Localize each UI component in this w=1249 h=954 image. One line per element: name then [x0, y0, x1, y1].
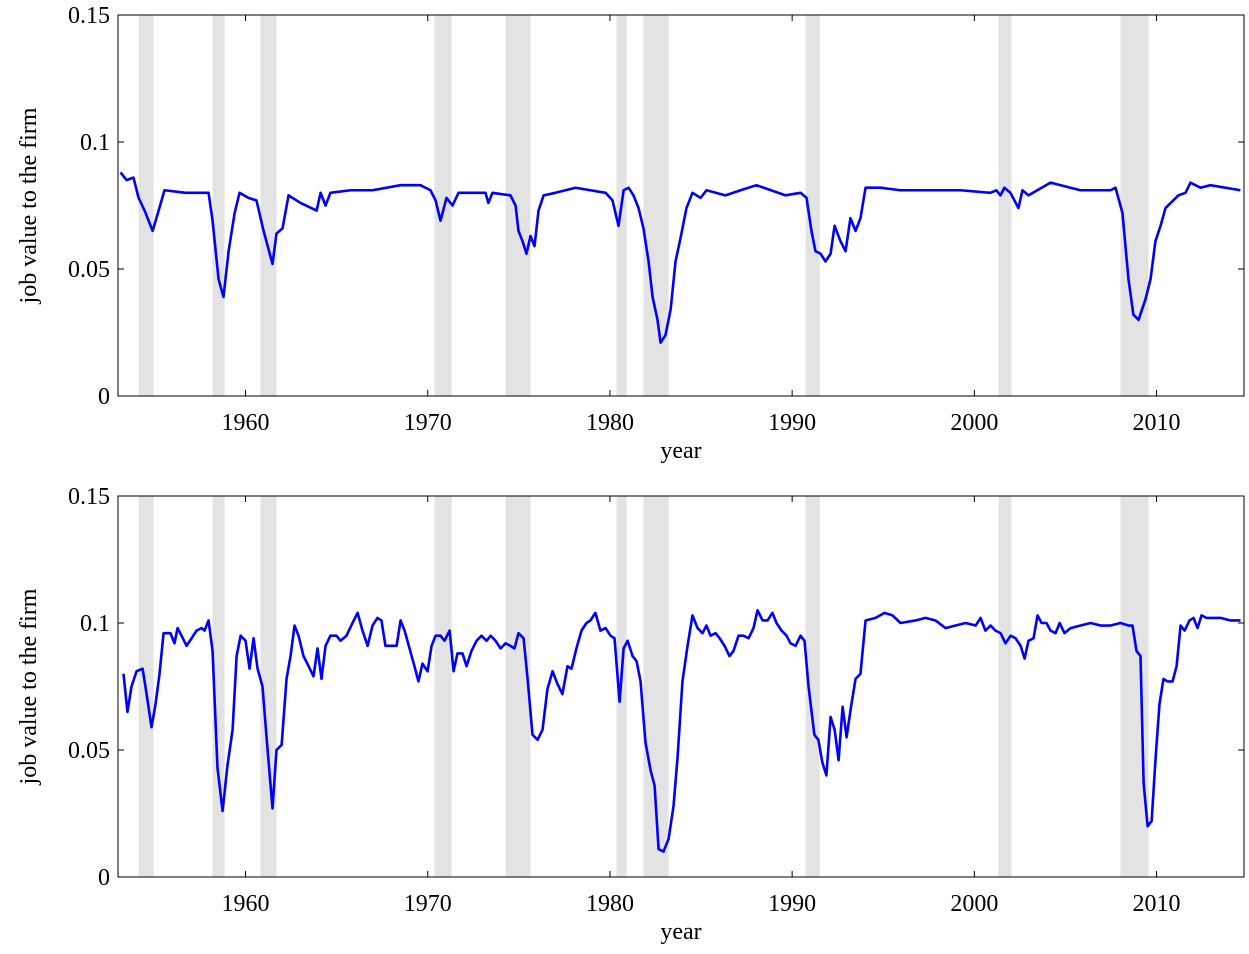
data-line	[122, 609, 1241, 853]
recession-band	[434, 15, 452, 396]
data-line	[119, 171, 1241, 344]
x-tick-label: 1970	[404, 410, 452, 436]
recession-band	[212, 15, 225, 396]
y-tick-label: 0.05	[68, 257, 110, 283]
recession-band	[260, 496, 277, 877]
x-tick-label: 1980	[586, 891, 634, 917]
recession-band	[805, 496, 820, 877]
recession-band	[805, 15, 820, 396]
recession-band	[505, 496, 531, 877]
y-tick-label: 0.15	[68, 3, 110, 29]
y-axis-label: job value to the firm	[16, 588, 42, 785]
recession-band	[643, 15, 669, 396]
y-tick-label: 0.1	[80, 611, 110, 637]
x-axis-label: year	[660, 919, 701, 945]
x-tick-label: 2000	[950, 891, 998, 917]
recession-band	[1120, 496, 1149, 877]
x-tick-label: 1960	[222, 410, 270, 436]
axis-frame	[117, 495, 1245, 878]
recession-band	[260, 15, 277, 396]
x-tick-label: 2010	[1133, 891, 1181, 917]
axis-frame	[117, 14, 1245, 397]
y-axis-label: job value to the firm	[16, 107, 42, 304]
recession-band	[998, 496, 1012, 877]
y-tick-label: 0.15	[68, 484, 110, 510]
x-tick-label: 2000	[950, 410, 998, 436]
y-tick-label: 0.1	[80, 130, 110, 156]
y-tick-label: 0	[98, 384, 110, 410]
y-tick-label: 0.05	[68, 738, 110, 764]
recession-band	[1120, 15, 1149, 396]
recession-band	[505, 15, 531, 396]
recession-band	[434, 496, 452, 877]
recession-band	[138, 15, 154, 396]
recession-band	[998, 15, 1012, 396]
x-tick-label: 1990	[768, 410, 816, 436]
y-tick-label: 0	[98, 865, 110, 891]
x-tick-label: 1990	[768, 891, 816, 917]
x-tick-label: 1970	[404, 891, 452, 917]
x-tick-label: 1980	[586, 410, 634, 436]
x-tick-label: 1960	[222, 891, 270, 917]
x-tick-label: 2010	[1133, 410, 1181, 436]
recession-band	[212, 496, 225, 877]
x-axis-label: year	[660, 438, 701, 464]
